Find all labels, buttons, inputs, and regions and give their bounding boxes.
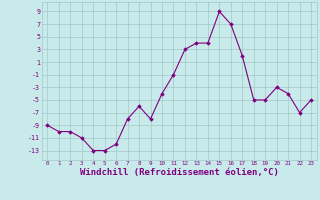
X-axis label: Windchill (Refroidissement éolien,°C): Windchill (Refroidissement éolien,°C) — [80, 168, 279, 177]
